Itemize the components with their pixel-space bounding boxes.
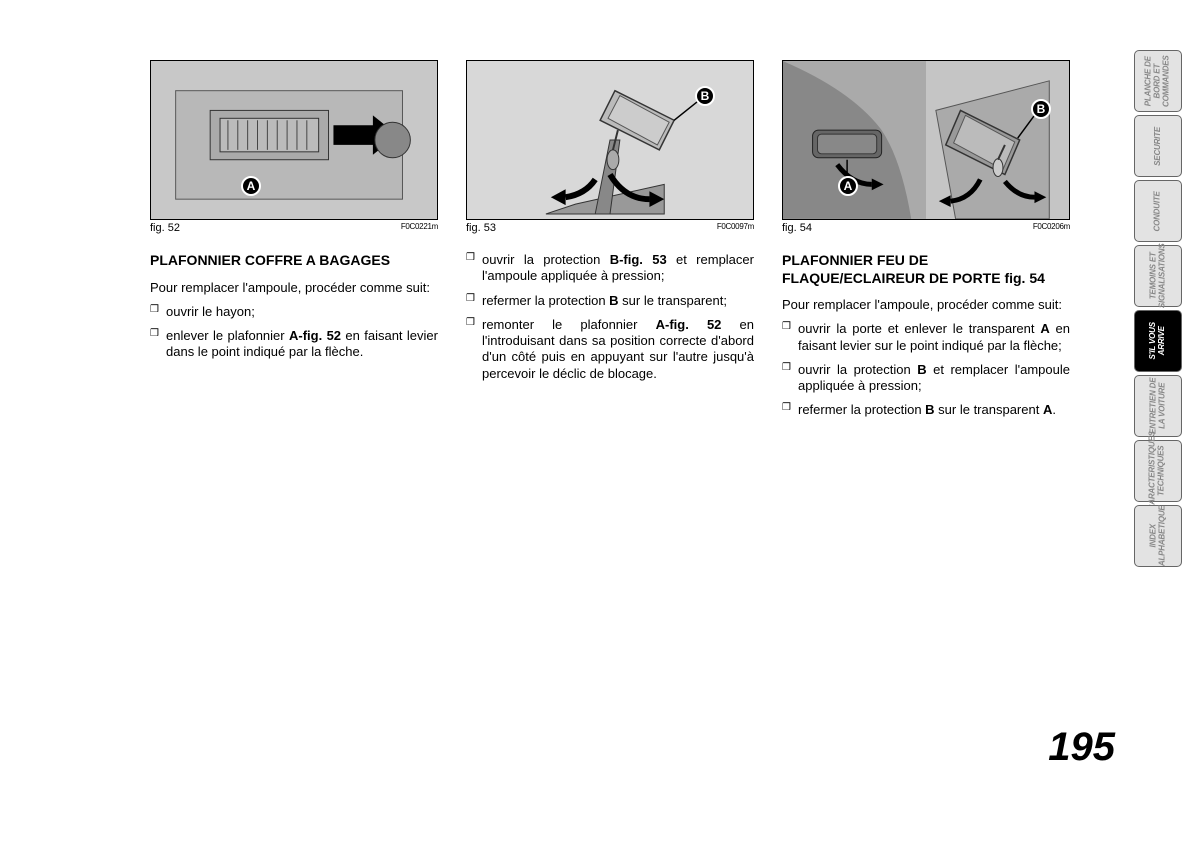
callout-a-label: A <box>247 179 256 193</box>
bullet-pre: enlever le plafonnier <box>166 328 289 343</box>
bullet-text: ouvrir le hayon; <box>166 304 255 319</box>
page-content: A fig. 52 F0C0221m PLAFONNIER COFFRE A B… <box>150 60 1070 427</box>
bullet-bold: A <box>1040 321 1049 336</box>
callout-b-label: B <box>701 89 710 103</box>
tab-label: CONDUITE <box>1154 191 1163 231</box>
bullet-bold: B <box>925 402 934 417</box>
figure-53: B <box>466 60 754 220</box>
fig-label: fig. 54 <box>782 222 812 234</box>
bullet-2-2: refermer la protection B sur le transpar… <box>466 293 754 309</box>
bullet-pre: ouvrir la porte et enlever le transparen… <box>798 321 1040 336</box>
column-1: A fig. 52 F0C0221m PLAFONNIER COFFRE A B… <box>150 60 438 427</box>
tab-label: ENTRETIEN DELA VOITURE <box>1149 378 1167 434</box>
section-title-3: PLAFONNIER FEU DE FLAQUE/ECLAIREUR DE PO… <box>782 252 1070 287</box>
page-number: 195 <box>1048 725 1115 770</box>
tab-index[interactable]: INDEXALPHABETIQUE <box>1134 505 1182 567</box>
figure-54-caption: fig. 54 F0C0206m <box>782 222 1070 234</box>
figure-52-caption: fig. 52 F0C0221m <box>150 222 438 234</box>
bullet-3-3: refermer la protection B sur le transpar… <box>782 402 1070 418</box>
fig-code: F0C0221m <box>401 222 438 234</box>
tab-label: SECURITE <box>1154 127 1163 166</box>
callout-b-label: B <box>1037 102 1046 116</box>
bullet-pre: ouvrir la protection <box>798 362 917 377</box>
bullet-pre: ouvrir la protection <box>482 252 610 267</box>
bullet-bold: B-fig. 53 <box>610 252 667 267</box>
figure-52: A <box>150 60 438 220</box>
fig-label: fig. 53 <box>466 222 496 234</box>
tab-label: CARACTERISTIQUESTECHNIQUES <box>1149 431 1167 510</box>
bullet-bold: A-fig. 52 <box>656 317 722 332</box>
callout-b2: B <box>1031 99 1051 119</box>
intro-3: Pour remplacer l'ampoule, procéder comme… <box>782 297 1070 313</box>
fig-code: F0C0206m <box>1033 222 1070 234</box>
tab-conduite[interactable]: CONDUITE <box>1134 180 1182 242</box>
columns-container: A fig. 52 F0C0221m PLAFONNIER COFFRE A B… <box>150 60 1070 427</box>
bullet-2-3: remonter le plafonnier A-fig. 52 en l'in… <box>466 317 754 382</box>
figure-54: A B <box>782 60 1070 220</box>
fig-code: F0C0097m <box>717 222 754 234</box>
section-title-1: PLAFONNIER COFFRE A BAGAGES <box>150 252 438 270</box>
figure-53-svg <box>467 61 753 219</box>
bullet-bold: A-fig. 52 <box>289 328 341 343</box>
tab-label: INDEXALPHABETIQUE <box>1149 506 1167 567</box>
tab-temoins[interactable]: TEMOINS ETSIGNALISATIONS <box>1134 245 1182 307</box>
bullet-post: sur le transparent; <box>619 293 727 308</box>
tab-securite[interactable]: SECURITE <box>1134 115 1182 177</box>
bullet-bold: B <box>917 362 926 377</box>
column-2: B fig. 53 F0C0097m ouvrir la protection … <box>466 60 754 427</box>
intro-1: Pour remplacer l'ampoule, procéder comme… <box>150 280 438 296</box>
callout-a: A <box>241 176 261 196</box>
callout-a-label: A <box>844 179 853 193</box>
bullet-post2: . <box>1052 402 1056 417</box>
column-3: A B fig. 54 F0C0206m PLAFONNIER FEU DE F… <box>782 60 1070 427</box>
bullet-1-1: ouvrir le hayon; <box>150 304 438 320</box>
bullet-1-2: enlever le plafonnier A-fig. 52 en faisa… <box>150 328 438 361</box>
tab-sil-vous-arrive[interactable]: S'IL VOUSARRIVE <box>1134 310 1182 372</box>
figure-54-svg <box>783 61 1069 219</box>
bullet-3-2: ouvrir la protection B et remplacer l'am… <box>782 362 1070 395</box>
tab-entretien[interactable]: ENTRETIEN DELA VOITURE <box>1134 375 1182 437</box>
callout-b: B <box>695 86 715 106</box>
callout-a2: A <box>838 176 858 196</box>
figure-53-caption: fig. 53 F0C0097m <box>466 222 754 234</box>
bullet-bold2: A <box>1043 402 1052 417</box>
tab-label: PLANCHE DEBORD ETCOMMANDES <box>1145 55 1171 107</box>
bullet-3-1: ouvrir la porte et enlever le transparen… <box>782 321 1070 354</box>
tab-label: S'IL VOUSARRIVE <box>1149 322 1167 359</box>
figure-52-svg <box>151 61 437 219</box>
bullet-2-1: ouvrir la protection B-fig. 53 et rempla… <box>466 252 754 285</box>
bullet-pre: refermer la protection <box>482 293 609 308</box>
side-navigation-tabs: PLANCHE DEBORD ETCOMMANDES SECURITE COND… <box>1134 50 1182 567</box>
fig-label: fig. 52 <box>150 222 180 234</box>
tab-label: TEMOINS ETSIGNALISATIONS <box>1149 244 1167 309</box>
tab-planche-de-bord[interactable]: PLANCHE DEBORD ETCOMMANDES <box>1134 50 1182 112</box>
bullet-bold: B <box>609 293 618 308</box>
bullet-mid: sur le transparent <box>935 402 1043 417</box>
bullet-pre: refermer la protection <box>798 402 925 417</box>
bullet-pre: remonter le plafonnier <box>482 317 656 332</box>
tab-caracteristiques[interactable]: CARACTERISTIQUESTECHNIQUES <box>1134 440 1182 502</box>
